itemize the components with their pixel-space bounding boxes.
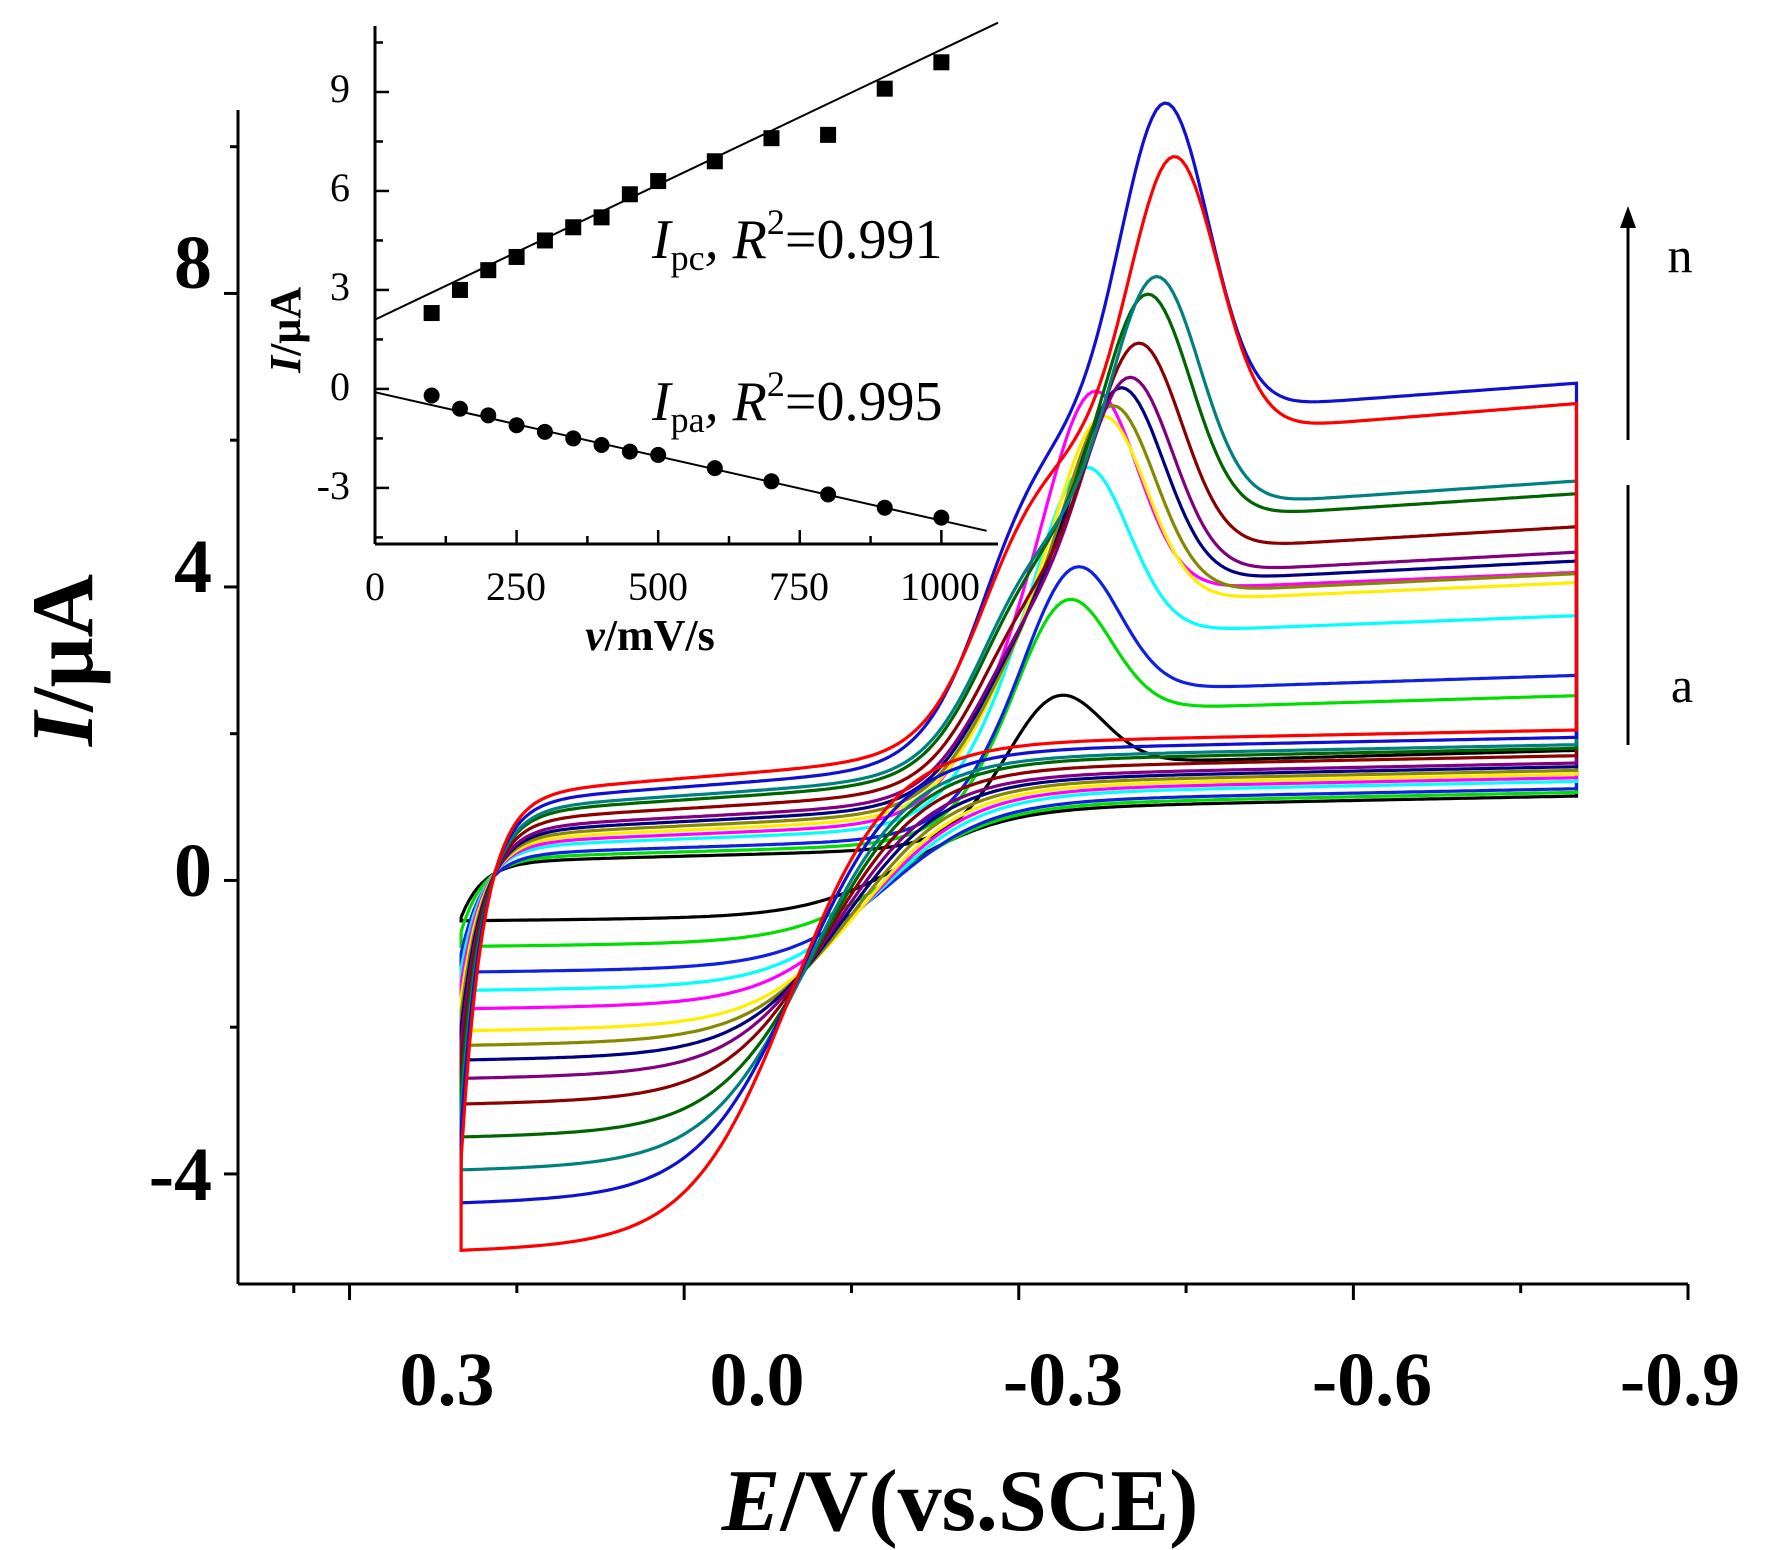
main-x-tick-label: -0.3 [1003,1338,1123,1422]
ipa-data-point [820,486,837,503]
inset-axes: 0 250 500 750 1000 9 6 3 0 -3 v/mV/s I/μ… [261,26,998,660]
cv-curve [459,341,1579,1106]
direction-arrow-head [1620,206,1636,228]
inset-y-tick-label: 3 [330,264,350,309]
ipa-data-point [423,387,440,404]
inset-y-tick-labels: 9 6 3 0 -3 [317,66,350,508]
ipa-data-point [508,417,525,434]
arrow-label-gap [1618,440,1638,485]
ipa-annotation: Ipa, R2=0.995 [651,364,942,440]
cv-curve [459,375,1579,1081]
inset-x-tick-label: 0 [365,564,385,609]
ipc-annotation: Ipc, R2=0.991 [651,202,942,278]
inset-x-tick-labels: 0 250 500 750 1000 [365,564,980,609]
inset-y-tick-label: 0 [330,364,350,409]
cv-curve [459,101,1579,1205]
main-y-tick-labels: 8 4 0 -4 [149,221,212,1217]
inset-series-group [374,21,999,532]
main-y-axis-title: I/μA [15,574,112,747]
inset-chart: 0 250 500 750 1000 9 6 3 0 -3 v/mV/s I/μ… [261,21,999,660]
inset-x-axis-title: v/mV/s [585,611,715,660]
ipa-data-point [593,437,610,454]
ipc-data-point [508,248,525,265]
ipc-data-point [763,130,780,147]
ipa-data-point [621,443,638,460]
main-y-tick-label: 0 [174,829,212,913]
cv-curve [459,386,1579,1062]
ipa-data-point [480,407,497,424]
ipc-data-point [423,305,440,322]
main-y-tick-label: 4 [174,525,212,609]
ipa-data-point [536,423,553,440]
ipc-data-point [621,186,638,203]
inset-x-tick-label: 750 [769,564,829,609]
inset-x-tick-label: 250 [486,564,546,609]
ipa-data-point [650,446,667,463]
ipa-data-point [565,430,582,447]
ipa-data-point [451,400,468,417]
inset-x-tick-label: 1000 [900,564,980,609]
cv-curve [459,292,1579,1139]
cv-curve [459,465,1579,993]
ipc-data-point [536,232,553,249]
ipc-data-point [451,281,468,298]
main-x-axis-title: E/V(vs.SCE) [721,1453,1199,1550]
series-direction-indicator: n a [1618,206,1693,745]
main-chart: 0.3 0.0 -0.3 -0.6 -0.9 8 4 0 -4 E/V(vs.S… [15,101,1740,1550]
main-series-group [459,101,1579,1252]
ipc-data-point [650,173,667,190]
main-x-tick-label: -0.9 [1620,1338,1740,1422]
ipc-data-point [933,54,950,71]
ipc-data-point [820,126,837,143]
main-x-tick-label: 0.0 [710,1338,805,1422]
cv-curve [459,154,1579,1252]
ipc-data-point [480,262,497,279]
main-axes: 0.3 0.0 -0.3 -0.6 -0.9 8 4 0 -4 E/V(vs.S… [15,110,1740,1550]
main-y-tick-label: 8 [174,221,212,305]
first-series-label: a [1671,657,1693,713]
inset-fit-line [374,21,999,321]
cv-curve [459,597,1579,949]
ipa-data-point [706,460,723,477]
inset-y-axis-title: I/μA [261,287,310,374]
ipc-data-point [593,209,610,226]
main-x-tick-label: -0.6 [1312,1338,1432,1422]
ipa-data-point [933,509,950,526]
main-x-tick-label: 0.3 [400,1338,495,1422]
inset-y-tick-label: -3 [317,463,350,508]
ipa-data-point [876,499,893,516]
ipc-data-point [706,153,723,170]
last-series-label: n [1668,227,1693,283]
inset-y-tick-label: 9 [330,66,350,111]
ipc-data-point [565,219,582,236]
inset-y-tick-label: 6 [330,165,350,210]
ipc-data-point [876,80,893,97]
main-x-tick-labels: 0.3 0.0 -0.3 -0.6 -0.9 [400,1338,1741,1422]
ipa-data-point [763,473,780,490]
cv-curve [459,274,1579,1172]
main-ticks [224,145,1690,1300]
cv-curve [459,403,1579,1048]
inset-x-tick-label: 500 [628,564,688,609]
main-y-tick-label: -4 [149,1133,212,1217]
inset-ticks [373,41,943,544]
cv-curve [459,693,1579,923]
